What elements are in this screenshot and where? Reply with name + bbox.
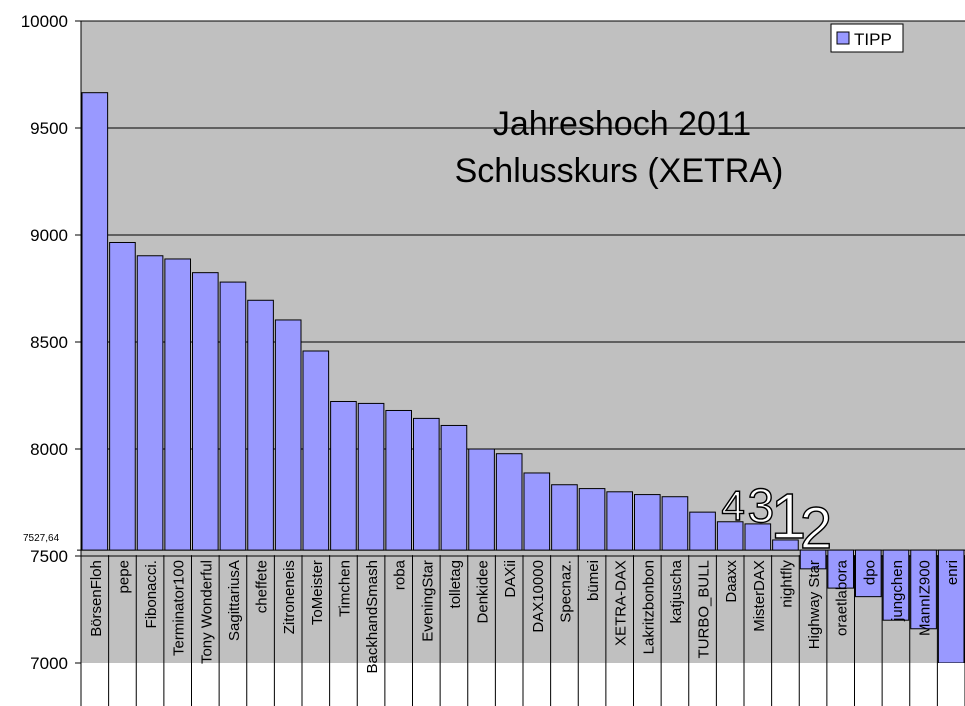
category-label: nightfly xyxy=(778,560,795,608)
y-axis: 7000 7500 8000 8500 9000 9500 10000 7527,64 xyxy=(21,12,82,706)
bar xyxy=(385,409,412,551)
legend-swatch xyxy=(836,31,850,45)
rank-annotation: 4 xyxy=(722,482,745,529)
bar xyxy=(109,241,136,551)
category-label: TURBO_BULL xyxy=(696,560,713,658)
category-label: Lakritzbonbon xyxy=(640,560,657,654)
title-line-2: Schlusskurs (XETRA) xyxy=(455,152,784,190)
bar xyxy=(440,424,468,551)
category-label: BackhandSmash xyxy=(364,560,381,673)
y-tick-label: 7000 xyxy=(30,654,68,673)
rank-annotation: 2 xyxy=(800,496,832,561)
bar xyxy=(855,549,882,598)
category-label: EveningStar xyxy=(419,560,436,642)
category-label: enri xyxy=(944,560,961,585)
bar xyxy=(247,299,274,551)
bar xyxy=(219,281,247,551)
title-line-1: Jahreshoch 2011 xyxy=(493,105,751,143)
y-tick-label: 9000 xyxy=(30,226,68,245)
category-label: cheffete xyxy=(254,560,271,613)
category-label: jungchen xyxy=(889,560,906,622)
rank-annotations: 4 312 xyxy=(721,479,833,562)
category-label: Daaxx xyxy=(723,560,740,603)
bar xyxy=(827,549,854,589)
bar xyxy=(551,484,578,551)
bar xyxy=(330,400,357,551)
category-label: katjuscha xyxy=(668,559,685,623)
category-label: Specnaz. xyxy=(557,560,574,623)
category-labels: BörsenFloh pepe Fibonacci. Terminator100 Ton… xyxy=(88,559,961,673)
category-label: oraetlabora xyxy=(834,559,851,636)
category-label: MisterDAX xyxy=(751,560,768,632)
bar xyxy=(606,491,633,551)
category-label: Zitroneneis xyxy=(281,560,298,634)
bar xyxy=(523,472,551,551)
bar xyxy=(136,255,164,551)
bar xyxy=(413,417,440,551)
category-label: Fibonacci. xyxy=(143,560,160,628)
y-tick-label: 9500 xyxy=(30,119,68,138)
bar xyxy=(192,272,219,551)
bar xyxy=(661,496,689,551)
bar xyxy=(81,92,109,551)
category-label: pepe xyxy=(115,560,132,593)
bar xyxy=(468,448,495,551)
bar xyxy=(799,549,827,570)
bar xyxy=(578,488,606,551)
y-tick-label: 8000 xyxy=(30,440,68,459)
category-label: XETRA-DAX xyxy=(613,560,630,646)
category-label: Tony Wonderful xyxy=(198,560,215,664)
bar xyxy=(882,549,910,621)
category-label: tolletag xyxy=(447,560,464,608)
category-label: Highway Star xyxy=(806,560,823,649)
category-label: dpo xyxy=(861,560,878,585)
category-label: DAXii xyxy=(502,560,519,598)
rank-annotation: 1 xyxy=(771,480,807,552)
legend: TIPP xyxy=(830,23,904,53)
bar xyxy=(274,319,302,551)
rank-annotation: 3 xyxy=(747,480,774,533)
bar xyxy=(937,549,965,664)
category-label: Terminator100 xyxy=(171,560,188,656)
category-label: roba xyxy=(392,559,409,590)
y-tick-label: 10000 xyxy=(21,12,68,31)
category-label: BörsenFloh xyxy=(88,560,105,637)
legend-label: TIPP xyxy=(854,30,892,49)
y-tick-label: 8500 xyxy=(30,333,68,352)
bar xyxy=(302,350,330,551)
bars xyxy=(81,92,965,664)
reference-line-label: 7527,64 xyxy=(23,533,60,544)
bar xyxy=(689,511,716,551)
category-label: SagittariusA xyxy=(226,560,243,641)
chart-title: Jahreshoch 2011 Schlusskurs (XETRA) xyxy=(455,105,784,190)
y-tick-label: 7500 xyxy=(30,547,68,566)
bar xyxy=(744,523,772,551)
category-label: MannIZ900 xyxy=(917,560,934,636)
bar xyxy=(634,494,661,551)
bar xyxy=(495,453,523,551)
category-label: ToMeister xyxy=(309,560,326,625)
bar xyxy=(910,549,937,630)
bar xyxy=(716,521,744,551)
bar xyxy=(164,258,191,551)
category-label: Timchen xyxy=(336,560,353,617)
bar xyxy=(772,539,799,551)
category-label: DAX10000 xyxy=(530,560,547,633)
category-label: Denkidee xyxy=(475,560,492,623)
category-label: bümei xyxy=(585,560,602,601)
bar xyxy=(357,402,385,551)
